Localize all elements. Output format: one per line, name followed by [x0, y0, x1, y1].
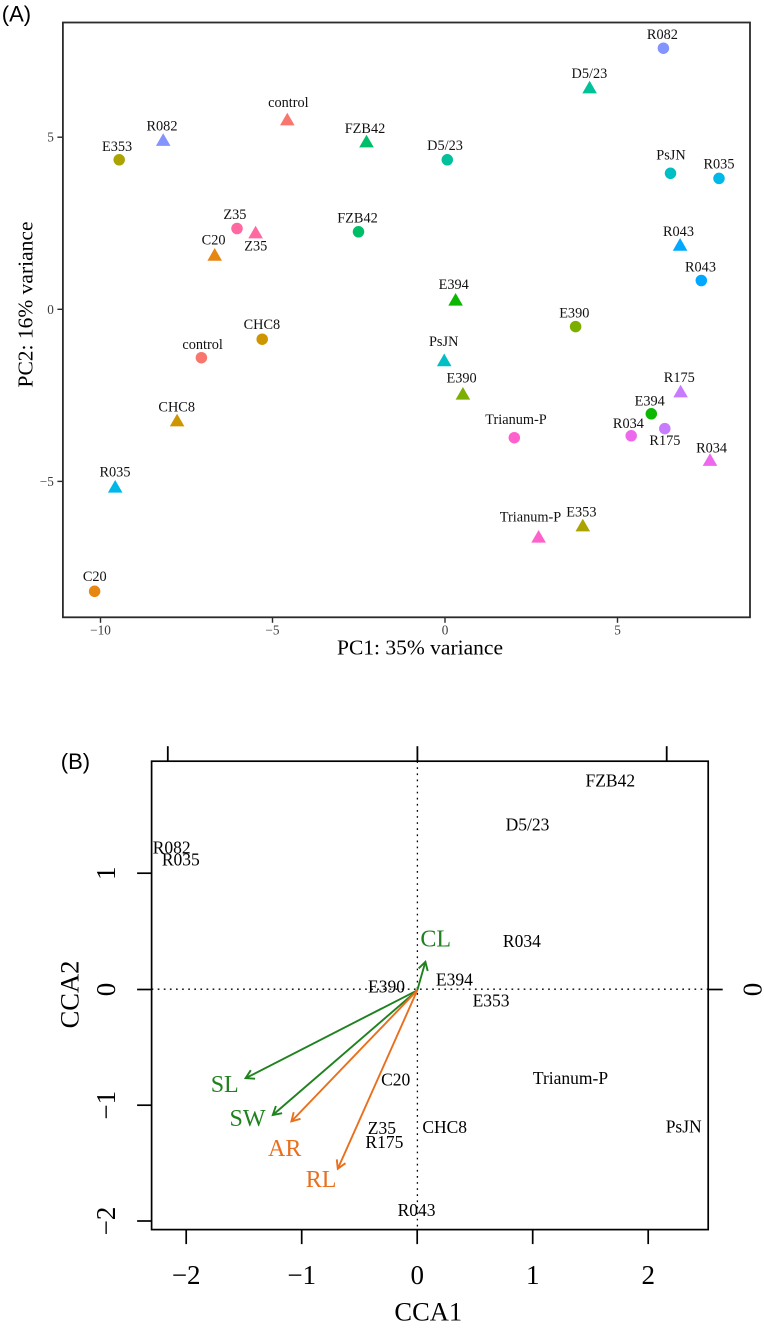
svg-text:−5: −5 — [265, 622, 279, 637]
svg-text:C20: C20 — [83, 569, 107, 585]
svg-text:PsJN: PsJN — [429, 334, 458, 350]
svg-text:control: control — [268, 95, 309, 111]
svg-text:R034: R034 — [696, 441, 727, 457]
svg-text:0: 0 — [410, 1260, 424, 1290]
svg-text:R082: R082 — [647, 27, 678, 43]
svg-text:E353: E353 — [473, 990, 510, 1010]
svg-text:FZB42: FZB42 — [585, 771, 635, 791]
svg-text:CL: CL — [420, 927, 451, 953]
svg-text:−1: −1 — [287, 1260, 316, 1290]
svg-text:E390: E390 — [368, 977, 405, 997]
svg-text:C20: C20 — [202, 233, 226, 249]
svg-text:R082: R082 — [147, 119, 178, 135]
svg-text:(B): (B) — [61, 749, 90, 774]
svg-text:(A): (A) — [2, 1, 31, 26]
svg-text:CHC8: CHC8 — [244, 317, 281, 333]
svg-text:Z35: Z35 — [223, 207, 246, 223]
svg-text:PC2: 16% variance: PC2: 16% variance — [14, 222, 38, 388]
svg-text:R034: R034 — [613, 416, 644, 432]
svg-text:Trianum-P: Trianum-P — [533, 1068, 608, 1088]
svg-text:R043: R043 — [663, 224, 694, 240]
svg-text:E390: E390 — [559, 306, 589, 322]
svg-text:control: control — [182, 337, 223, 353]
svg-text:R034: R034 — [503, 931, 541, 951]
svg-text:D5/23: D5/23 — [506, 815, 550, 835]
svg-text:−2: −2 — [172, 1260, 201, 1290]
svg-text:SW: SW — [230, 1106, 266, 1132]
svg-text:C20: C20 — [381, 1069, 410, 1089]
svg-text:−5: −5 — [40, 474, 54, 489]
svg-text:−1: −1 — [91, 1091, 121, 1120]
svg-text:E394: E394 — [436, 970, 473, 990]
svg-text:E353: E353 — [102, 139, 132, 155]
svg-text:PsJN: PsJN — [666, 1117, 702, 1137]
svg-text:−10: −10 — [90, 622, 111, 637]
svg-text:R175: R175 — [649, 433, 680, 449]
svg-text:Z35: Z35 — [368, 1118, 396, 1138]
svg-text:2: 2 — [641, 1260, 655, 1290]
svg-text:PC1: 35% variance: PC1: 35% variance — [337, 636, 503, 660]
svg-text:CCA2: CCA2 — [55, 961, 85, 1029]
svg-text:CCA1: CCA1 — [394, 1297, 462, 1324]
svg-text:R035: R035 — [704, 157, 735, 173]
svg-text:0: 0 — [47, 302, 54, 317]
svg-text:Trianum-P: Trianum-P — [500, 510, 561, 526]
svg-text:1: 1 — [91, 866, 121, 880]
svg-text:D5/23: D5/23 — [572, 66, 608, 82]
svg-text:R175: R175 — [365, 1132, 403, 1152]
svg-text:0: 0 — [442, 622, 449, 637]
svg-text:AR: AR — [268, 1136, 301, 1162]
svg-text:Z35: Z35 — [244, 238, 267, 254]
svg-text:1: 1 — [526, 1260, 540, 1290]
svg-text:R043: R043 — [685, 259, 716, 275]
svg-text:FZB42: FZB42 — [337, 211, 378, 227]
svg-text:E353: E353 — [566, 504, 596, 520]
svg-text:E394: E394 — [635, 394, 665, 410]
svg-text:CHC8: CHC8 — [422, 1117, 467, 1137]
svg-text:R043: R043 — [398, 1200, 436, 1220]
svg-text:Trianum-P: Trianum-P — [485, 412, 546, 428]
svg-text:R035: R035 — [100, 465, 131, 481]
svg-text:CHC8: CHC8 — [158, 399, 195, 415]
svg-text:−2: −2 — [91, 1207, 121, 1236]
svg-text:R175: R175 — [664, 370, 695, 386]
svg-text:R035: R035 — [162, 849, 200, 869]
svg-text:D5/23: D5/23 — [427, 138, 463, 154]
svg-text:PsJN: PsJN — [656, 148, 685, 164]
svg-text:E390: E390 — [447, 370, 477, 386]
svg-text:E394: E394 — [439, 277, 469, 293]
svg-text:R082: R082 — [153, 838, 191, 858]
svg-text:FZB42: FZB42 — [345, 121, 386, 137]
svg-text:0: 0 — [737, 983, 764, 997]
svg-text:RL: RL — [306, 1167, 337, 1193]
svg-text:5: 5 — [47, 130, 54, 145]
svg-text:SL: SL — [211, 1072, 239, 1098]
svg-text:0: 0 — [91, 983, 121, 997]
svg-text:5: 5 — [614, 622, 621, 637]
